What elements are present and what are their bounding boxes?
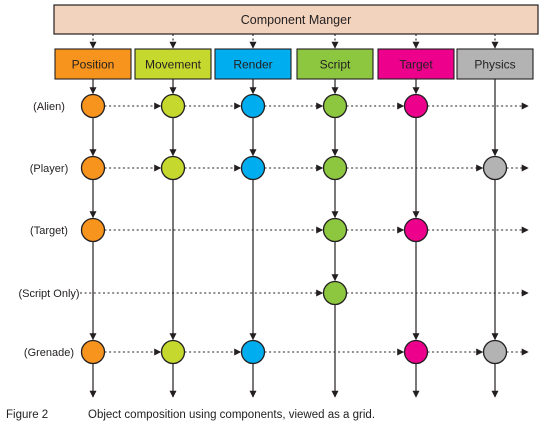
node-alien-position [80,93,106,119]
component-label-target: Target [399,58,433,72]
figure-caption: Figure 2 Object composition using compone… [6,409,375,421]
component-label-physics: Physics [474,58,515,72]
figure-caption-text: Object composition using components, vie… [88,409,376,421]
component-label-position: Position [72,58,115,72]
component-box-script [296,48,374,80]
node-target-script [322,217,348,243]
component-box-position [54,48,132,80]
row-label-target: (Target) [30,225,68,237]
node-alien-render [240,93,266,119]
row-label-script-only: (Script Only) [18,288,79,300]
component-label-render: Render [233,58,272,72]
component-grid-diagram: Component Manger Position Movement Render Sc… [18,4,539,398]
component-manager-label: Component Manger [241,13,351,27]
node-script-only-script [322,280,348,306]
node-player-movement [160,155,186,181]
component-box-movement [134,48,212,80]
node-grenade-movement [160,339,186,365]
component-label-movement: Movement [145,58,202,72]
node-target-target [403,217,429,243]
component-manager-box [53,4,539,35]
node-grenade-target [403,339,429,365]
node-alien-movement [160,93,186,119]
row-label-alien: (Alien) [33,101,65,113]
component-box-physics [456,48,534,80]
node-player-render [240,155,266,181]
component-box-target [377,48,455,80]
node-target-position [80,217,106,243]
node-alien-script [322,93,348,119]
component-label-script: Script [320,58,351,72]
node-player-position [80,155,106,181]
node-player-script [322,155,348,181]
figure-number: Figure 2 [6,409,49,421]
node-grenade-position [80,339,106,365]
component-box-render [214,48,292,80]
node-grenade-render [240,339,266,365]
row-label-player: (Player) [30,163,69,175]
node-alien-target [403,93,429,119]
node-player-physics [482,155,508,181]
node-grenade-physics [482,339,508,365]
row-label-grenade: (Grenade) [24,347,74,359]
